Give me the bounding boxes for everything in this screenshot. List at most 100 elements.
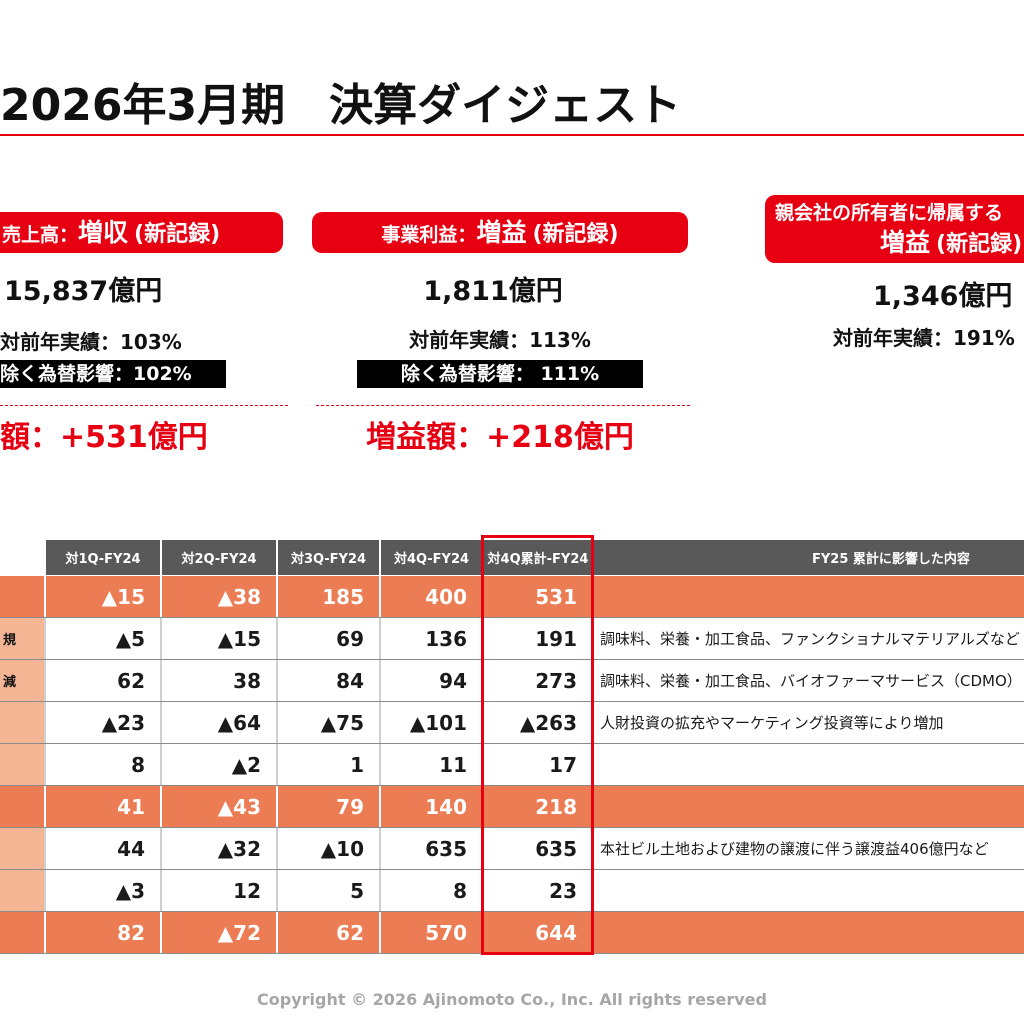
- impact-note: [594, 744, 1024, 785]
- value-vs-2q: 38: [162, 660, 276, 701]
- table-row: 41 ▲43 79 140 218: [0, 786, 1024, 828]
- impact-note: 調味料、栄養・加工食品、バイオファーマサービス（CDMO）: [594, 660, 1024, 701]
- net-profit-vs-prior-year: 対前年実績：191%: [833, 326, 1015, 350]
- value-vs-2q: ▲43: [162, 786, 276, 827]
- value-vs-4q: 570: [381, 912, 482, 953]
- business-profit-divider: [316, 405, 690, 406]
- net-profit-badge-line1: 親会社の所有者に帰属する: [775, 202, 1004, 224]
- row-label: [0, 576, 44, 617]
- sales-divider: [0, 405, 288, 406]
- net-profit-badge-line2: 増益 (新記録): [880, 228, 1022, 261]
- value-vs-4q: 140: [381, 786, 482, 827]
- impact-note: 調味料、栄養・加工食品、ファンクショナルマテリアルズなど: [594, 618, 1024, 659]
- table-row: ▲15 ▲38 185 400 531: [0, 576, 1024, 618]
- impact-note: 人財投資の拡充やマーケティング投資等により増加: [594, 702, 1024, 743]
- value-vs-4q: 94: [381, 660, 482, 701]
- net-profit-badge-note: (新記録): [936, 232, 1023, 257]
- value-vs-1q: 44: [46, 828, 160, 869]
- value-vs-2q: 12: [162, 870, 276, 911]
- title-underline: [0, 134, 1024, 136]
- value-cumulative: 218: [484, 786, 592, 827]
- net-profit-amount: 1,346億円: [873, 281, 1013, 312]
- value-vs-3q: 62: [278, 912, 379, 953]
- impact-note: [594, 870, 1024, 911]
- value-vs-3q: 1: [278, 744, 379, 785]
- value-vs-4q: 11: [381, 744, 482, 785]
- value-vs-3q: 5: [278, 870, 379, 911]
- business-profit-badge: 事業利益：増益 (新記録): [312, 212, 688, 253]
- row-label: [0, 744, 44, 785]
- header-cell-vs-4q-fy24: 対4Q-FY24: [381, 540, 482, 575]
- table-row: 規 ▲5 ▲15 69 136 191 調味料、栄養・加工食品、ファンクショナル…: [0, 618, 1024, 660]
- row-label: [0, 702, 44, 743]
- value-vs-1q: ▲23: [46, 702, 160, 743]
- business-profit-amount: 1,811億円: [423, 276, 563, 307]
- value-cumulative: 644: [484, 912, 592, 953]
- business-profit-change: 増益額：+218億円: [366, 420, 634, 455]
- table-row: ▲3 12 5 8 23: [0, 870, 1024, 912]
- value-vs-2q: ▲64: [162, 702, 276, 743]
- header-cell-item: [0, 540, 44, 575]
- sales-change: 額：+531億円: [0, 420, 208, 455]
- table-row: 減 62 38 84 94 273 調味料、栄養・加工食品、バイオファーマサービ…: [0, 660, 1024, 702]
- row-label: [0, 912, 44, 953]
- value-vs-3q: 69: [278, 618, 379, 659]
- header-cell-vs-4q-cumulative-fy24: 対4Q累計-FY24: [484, 540, 592, 575]
- business-profit-badge-prefix: 事業利益：: [381, 224, 477, 246]
- value-vs-4q: ▲101: [381, 702, 482, 743]
- value-vs-3q: ▲10: [278, 828, 379, 869]
- value-vs-1q: ▲3: [46, 870, 160, 911]
- value-cumulative: 23: [484, 870, 592, 911]
- value-vs-3q: 79: [278, 786, 379, 827]
- value-vs-4q: 136: [381, 618, 482, 659]
- row-label: [0, 786, 44, 827]
- value-cumulative: 635: [484, 828, 592, 869]
- sales-badge: 売上高：増収 (新記録): [0, 212, 283, 253]
- value-cumulative: 273: [484, 660, 592, 701]
- impact-note: [594, 912, 1024, 953]
- business-profit-badge-result: 増益: [476, 218, 527, 247]
- table-header-row: 対1Q-FY24 対2Q-FY24 対3Q-FY24 対4Q-FY24 対4Q累…: [0, 540, 1024, 575]
- impact-note: [594, 786, 1024, 827]
- table-row: 44 ▲32 ▲10 635 635 本社ビル土地および建物の譲渡に伴う譲渡益4…: [0, 828, 1024, 870]
- value-vs-4q: 400: [381, 576, 482, 617]
- impact-note: 本社ビル土地および建物の譲渡に伴う譲渡益406億円など: [594, 828, 1024, 869]
- value-cumulative: 531: [484, 576, 592, 617]
- table-row: 8 ▲2 1 11 17: [0, 744, 1024, 786]
- header-cell-vs-1q-fy24: 対1Q-FY24: [46, 540, 160, 575]
- copyright-footer: Copyright © 2026 Ajinomoto Co., Inc. All…: [257, 990, 767, 1009]
- sales-badge-prefix: 売上高：: [2, 224, 79, 246]
- value-vs-2q: ▲32: [162, 828, 276, 869]
- value-vs-4q: 635: [381, 828, 482, 869]
- value-vs-3q: 84: [278, 660, 379, 701]
- value-vs-1q: 62: [46, 660, 160, 701]
- value-cumulative: 191: [484, 618, 592, 659]
- value-vs-1q: ▲15: [46, 576, 160, 617]
- business-profit-vs-prior-year: 対前年実績：113%: [409, 328, 591, 352]
- net-profit-badge: 親会社の所有者に帰属する 増益 (新記録): [765, 195, 1024, 263]
- value-vs-1q: 41: [46, 786, 160, 827]
- value-cumulative: ▲263: [484, 702, 592, 743]
- value-vs-2q: ▲15: [162, 618, 276, 659]
- value-vs-2q: ▲38: [162, 576, 276, 617]
- value-vs-1q: ▲5: [46, 618, 160, 659]
- table-row: ▲23 ▲64 ▲75 ▲101 ▲263 人財投資の拡充やマーケティング投資等…: [0, 702, 1024, 744]
- value-vs-3q: ▲75: [278, 702, 379, 743]
- row-label: 規: [0, 618, 44, 659]
- value-vs-4q: 8: [381, 870, 482, 911]
- value-vs-3q: 185: [278, 576, 379, 617]
- value-cumulative: 17: [484, 744, 592, 785]
- sales-vs-prior-year: 対前年実績：103%: [0, 330, 182, 354]
- value-vs-1q: 8: [46, 744, 160, 785]
- value-vs-1q: 82: [46, 912, 160, 953]
- impact-note: [594, 576, 1024, 617]
- net-profit-badge-result: 増益: [880, 228, 931, 257]
- table-row: 82 ▲72 62 570 644: [0, 912, 1024, 954]
- cumulative-column-highlight-frame: [481, 535, 594, 955]
- header-cell-vs-2q-fy24: 対2Q-FY24: [162, 540, 276, 575]
- sales-badge-result: 増収: [78, 218, 129, 247]
- value-vs-2q: ▲72: [162, 912, 276, 953]
- business-profit-excl-fx: 除く為替影響： 111%: [357, 360, 643, 388]
- sales-amount: 15,837億円: [4, 276, 163, 307]
- row-label: [0, 870, 44, 911]
